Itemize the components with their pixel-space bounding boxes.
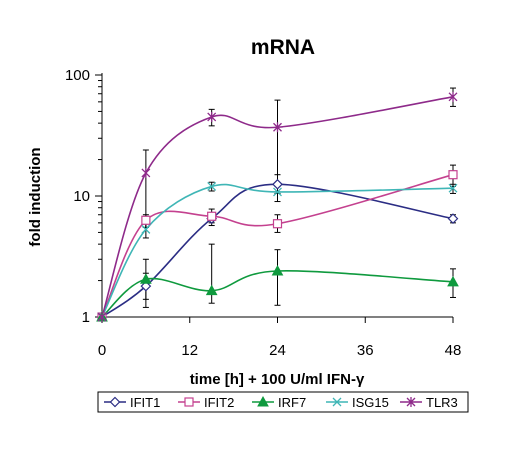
x-tick-label: 12 <box>181 342 198 359</box>
y-axis-label: fold induction <box>27 147 44 246</box>
data-point-ifit2 <box>207 211 217 221</box>
y-tick-label: 10 <box>73 188 90 205</box>
legend-entry-ifit1: IFIT1 <box>130 395 160 410</box>
x-tick-label: 24 <box>269 342 286 359</box>
data-point-irf7 <box>271 264 284 276</box>
data-point-ifit2 <box>272 219 283 229</box>
data-point-ifit1 <box>272 178 283 190</box>
legend-entry-irf7: IRF7 <box>278 395 306 410</box>
chart-title: mRNA <box>251 36 315 59</box>
y-tick-label: 100 <box>65 67 90 84</box>
data-point-tlr3 <box>448 91 458 102</box>
series-line-ifit1 <box>101 183 454 318</box>
markers <box>96 91 459 323</box>
data-point-tlr3 <box>97 312 107 322</box>
data-point-irf7 <box>447 275 459 287</box>
legend-marker-isg15 <box>332 397 342 407</box>
series-line-isg15 <box>101 183 454 318</box>
legend-entry-ifit2: IFIT2 <box>204 395 234 410</box>
x-tick-label: 36 <box>357 342 374 359</box>
legend-entry-isg15: ISG15 <box>352 395 389 410</box>
data-point-ifit2 <box>448 170 458 180</box>
data-point-isg15 <box>448 183 458 193</box>
axes <box>95 73 454 323</box>
x-axis-label: time [h] + 100 U/ml IFN-γ <box>190 371 365 388</box>
legend-entry-tlr3: TLR3 <box>426 395 458 410</box>
data-point-ifit2 <box>141 215 151 225</box>
data-point-ifit1 <box>447 213 459 224</box>
data-point-irf7 <box>205 284 218 296</box>
data-point-isg15 <box>207 181 217 191</box>
series-line-irf7 <box>101 270 454 318</box>
data-point-irf7 <box>140 273 152 284</box>
data-point-tlr3 <box>141 167 151 178</box>
data-point-isg15 <box>273 187 282 197</box>
legend-marker-irf7 <box>257 395 269 407</box>
data-point-ifit1 <box>140 280 152 292</box>
x-tick-label: 0 <box>98 342 106 359</box>
data-point-isg15 <box>141 224 151 234</box>
y-tick-label: 1 <box>82 309 90 326</box>
legend-marker-ifit1 <box>109 396 121 408</box>
tick-labels: 1 10 100 0 12 24 36 48 <box>65 67 461 359</box>
error-bars <box>142 87 456 308</box>
legend-marker-ifit2 <box>184 397 194 407</box>
data-point-tlr3 <box>273 122 282 133</box>
legend: IFIT1 IFIT2 IRF7 ISG15 TLR3 <box>97 391 469 413</box>
data-point-tlr3 <box>207 111 217 122</box>
legend-box <box>97 391 469 413</box>
x-tick-label: 48 <box>445 342 462 359</box>
legend-marker-tlr3 <box>406 397 416 407</box>
